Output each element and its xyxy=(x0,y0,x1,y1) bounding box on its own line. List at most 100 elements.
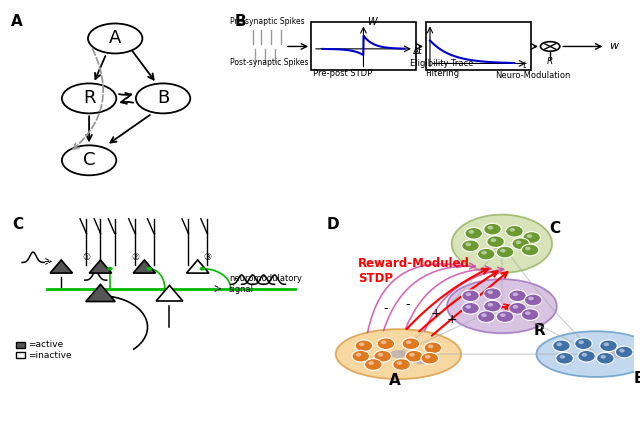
Text: D: D xyxy=(326,217,339,232)
Circle shape xyxy=(365,359,382,370)
Text: Pre-synaptic Spikes: Pre-synaptic Spikes xyxy=(230,17,305,26)
Circle shape xyxy=(377,338,395,349)
Circle shape xyxy=(523,232,540,244)
Circle shape xyxy=(397,361,402,365)
Circle shape xyxy=(488,303,493,306)
Ellipse shape xyxy=(136,83,190,113)
Circle shape xyxy=(378,353,383,357)
Circle shape xyxy=(522,244,539,256)
Circle shape xyxy=(405,350,423,362)
Circle shape xyxy=(575,338,592,349)
Circle shape xyxy=(496,246,514,258)
Circle shape xyxy=(352,350,369,362)
Ellipse shape xyxy=(412,357,429,364)
Text: -: - xyxy=(406,298,410,311)
Circle shape xyxy=(500,249,506,252)
Circle shape xyxy=(484,223,501,235)
Text: A: A xyxy=(11,14,22,29)
Text: Pre-post STDP: Pre-post STDP xyxy=(313,69,372,79)
Ellipse shape xyxy=(536,331,640,377)
Ellipse shape xyxy=(609,350,627,358)
Circle shape xyxy=(406,340,412,344)
Circle shape xyxy=(506,225,524,237)
Text: neuromodulatory
signal: neuromodulatory signal xyxy=(229,274,302,294)
Polygon shape xyxy=(90,260,111,273)
Bar xyxy=(16,352,24,358)
Circle shape xyxy=(461,303,479,314)
Circle shape xyxy=(481,251,487,255)
Circle shape xyxy=(528,297,534,300)
Text: C: C xyxy=(13,217,24,232)
Text: R: R xyxy=(547,57,553,66)
Circle shape xyxy=(356,353,362,357)
Circle shape xyxy=(488,226,493,230)
Bar xyxy=(16,342,24,348)
Circle shape xyxy=(578,350,595,362)
Circle shape xyxy=(512,238,529,249)
Circle shape xyxy=(556,352,573,364)
Ellipse shape xyxy=(335,329,461,379)
Ellipse shape xyxy=(88,23,143,54)
Circle shape xyxy=(513,305,518,309)
Circle shape xyxy=(481,313,487,317)
Circle shape xyxy=(553,340,570,351)
Circle shape xyxy=(461,240,479,252)
Circle shape xyxy=(556,343,562,346)
Circle shape xyxy=(487,236,504,247)
Circle shape xyxy=(200,267,205,271)
Circle shape xyxy=(461,290,479,302)
Circle shape xyxy=(522,309,539,320)
Circle shape xyxy=(465,292,471,296)
Circle shape xyxy=(465,305,471,309)
Circle shape xyxy=(488,290,493,294)
Ellipse shape xyxy=(62,83,116,113)
Ellipse shape xyxy=(390,350,407,358)
Circle shape xyxy=(424,342,442,354)
Circle shape xyxy=(600,355,606,359)
Circle shape xyxy=(107,267,113,271)
Circle shape xyxy=(500,313,506,317)
Text: Eligibility Trace
Filtering: Eligibility Trace Filtering xyxy=(410,59,474,79)
Polygon shape xyxy=(133,260,156,273)
Circle shape xyxy=(477,248,495,260)
Circle shape xyxy=(147,267,152,271)
Circle shape xyxy=(374,350,392,362)
Text: Δt: Δt xyxy=(413,47,422,56)
Polygon shape xyxy=(50,260,72,273)
Text: Reward-Moduled
STDP: Reward-Moduled STDP xyxy=(358,257,470,285)
Text: Post-synaptic Spikes: Post-synaptic Spikes xyxy=(230,58,309,68)
Circle shape xyxy=(600,340,618,351)
Circle shape xyxy=(582,353,587,357)
Circle shape xyxy=(484,288,501,300)
Ellipse shape xyxy=(452,215,552,273)
Text: t: t xyxy=(523,62,526,71)
Text: =active: =active xyxy=(28,340,63,349)
Text: A: A xyxy=(109,29,122,48)
Circle shape xyxy=(465,227,483,239)
Circle shape xyxy=(596,352,614,364)
Circle shape xyxy=(425,355,430,359)
Text: B: B xyxy=(634,371,640,386)
Text: ②: ② xyxy=(131,253,139,263)
Circle shape xyxy=(381,340,387,344)
Text: Neuro-Modulation: Neuro-Modulation xyxy=(495,71,570,80)
Text: ①: ① xyxy=(83,253,90,263)
Text: R: R xyxy=(83,89,95,108)
Circle shape xyxy=(509,303,526,314)
Circle shape xyxy=(579,340,584,344)
Circle shape xyxy=(491,238,496,242)
Ellipse shape xyxy=(62,145,116,175)
Circle shape xyxy=(355,340,372,351)
Circle shape xyxy=(559,355,565,359)
Polygon shape xyxy=(186,260,209,273)
Circle shape xyxy=(527,234,532,238)
Circle shape xyxy=(428,345,433,348)
Polygon shape xyxy=(86,284,115,301)
Text: B: B xyxy=(157,89,169,108)
Text: +: + xyxy=(431,306,442,320)
Text: ③: ③ xyxy=(203,253,211,263)
Circle shape xyxy=(368,361,374,365)
Circle shape xyxy=(409,353,415,357)
Circle shape xyxy=(468,230,474,234)
Text: W: W xyxy=(367,17,377,28)
